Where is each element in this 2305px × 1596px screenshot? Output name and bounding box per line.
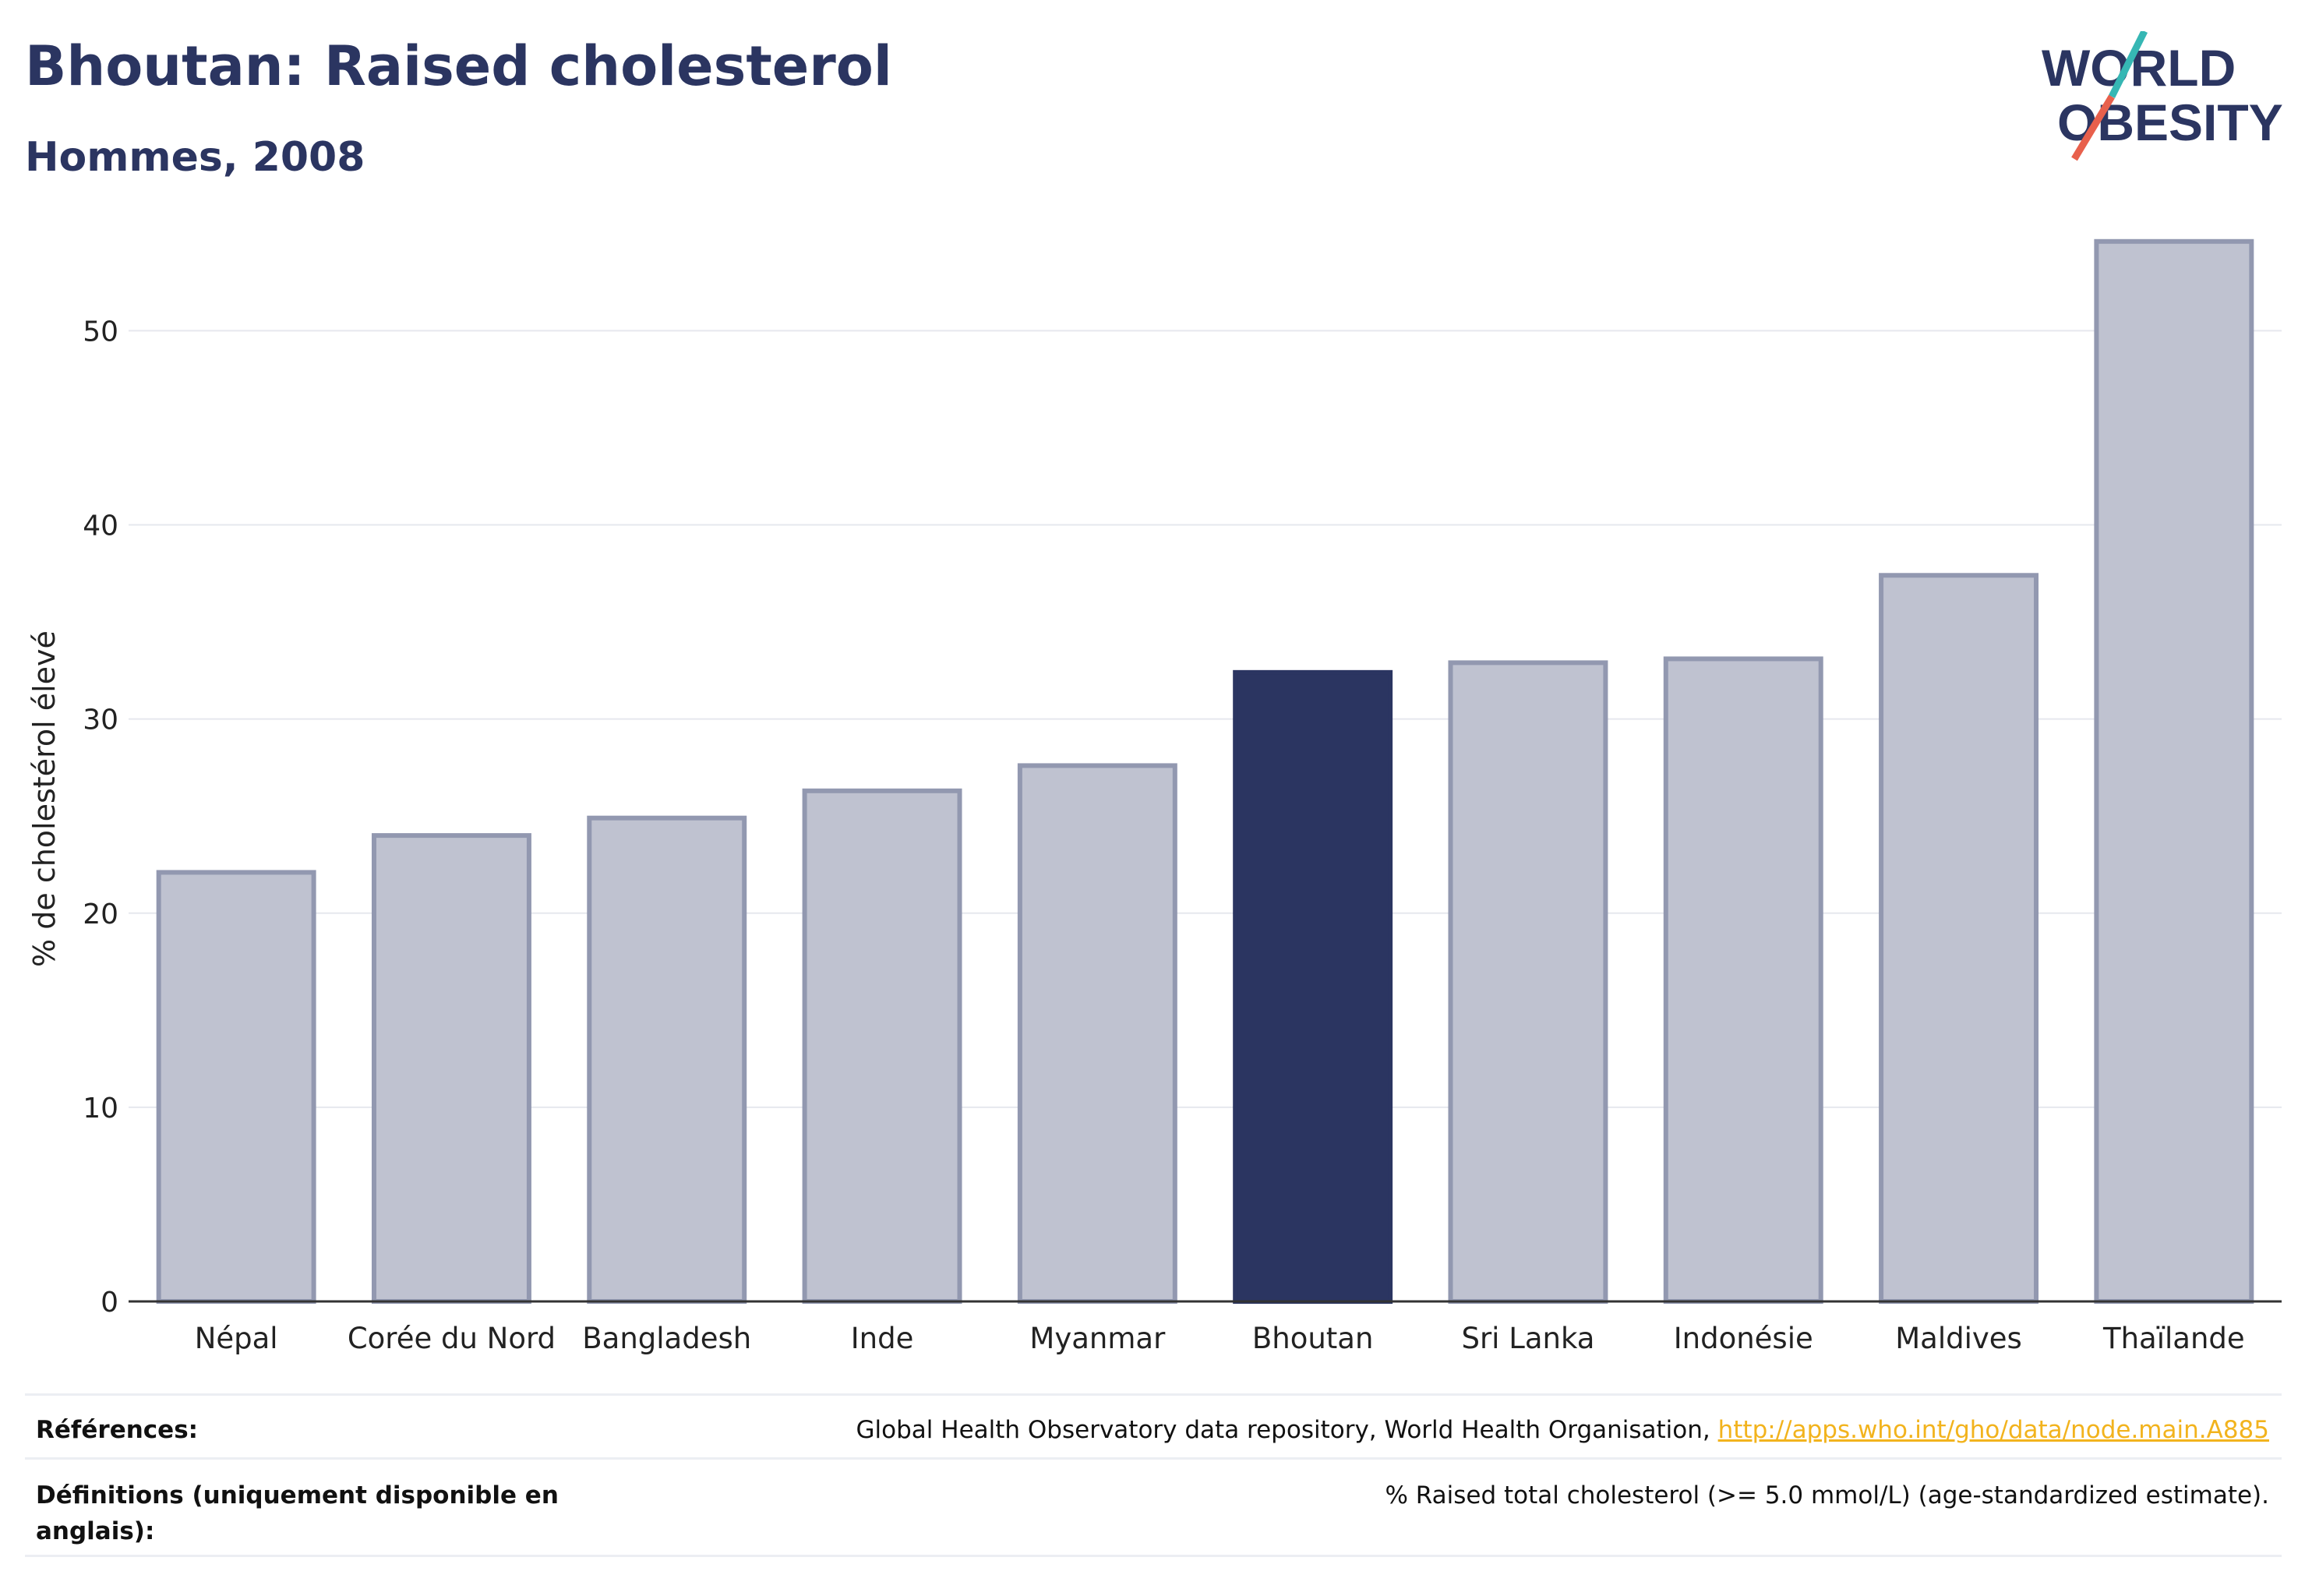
y-tick-label: 0 (101, 1287, 118, 1319)
x-tick-label: Indonésie (1674, 1322, 1813, 1355)
bar-Sri Lanka[interactable] (1448, 660, 1608, 1304)
definitions-label-line2: anglais): (36, 1517, 155, 1545)
logo-slash-teal (2108, 31, 2148, 99)
bar-Bangladesh[interactable] (587, 815, 747, 1304)
x-tick-label: Bangladesh (582, 1322, 751, 1355)
logo-slash-coral (2071, 94, 2115, 161)
bar-Indonésie[interactable] (1663, 656, 1823, 1304)
chart-subtitle: Hommes, 2008 (25, 134, 365, 181)
y-tick-label: 40 (83, 510, 118, 542)
bars (156, 238, 2254, 1305)
bar-Bhoutan[interactable] (1233, 669, 1393, 1304)
x-tick-label: Corée du Nord (348, 1322, 556, 1355)
y-tick-label: 10 (83, 1093, 118, 1125)
y-tick-label: 20 (83, 899, 118, 930)
bar-Maldives[interactable] (1879, 573, 2039, 1304)
definitions-label: Définitions (uniquement disponible en an… (36, 1478, 559, 1549)
x-tick-label: Thaïlande (2102, 1322, 2245, 1355)
x-tick-labels: Népal Corée du Nord Bangladesh Inde Myanmar B… (195, 1322, 2245, 1355)
references-label: Références: (36, 1416, 199, 1444)
bar-Corée du Nord[interactable] (371, 833, 531, 1304)
y-tick-label: 50 (83, 316, 118, 348)
bar-Népal[interactable] (156, 870, 316, 1304)
x-tick-label: Inde (851, 1322, 914, 1355)
footer-divider-middle (25, 1457, 2282, 1460)
bar-Myanmar[interactable] (1017, 763, 1177, 1304)
y-axis-label: % de cholestérol élevé (27, 630, 62, 967)
footer-divider-bottom (25, 1555, 2282, 1557)
x-tick-label: Maldives (1895, 1322, 2022, 1355)
bar-Inde[interactable] (802, 788, 962, 1304)
chart-title: Bhoutan: Raised cholesterol (25, 34, 892, 98)
x-tick-label: Myanmar (1029, 1322, 1166, 1355)
definitions-label-line1: Définitions (uniquement disponible en (36, 1481, 559, 1509)
references-link[interactable]: http://apps.who.int/gho/data/node.main.A… (1717, 1416, 2269, 1444)
x-tick-label: Bhoutan (1252, 1322, 1374, 1355)
footer-divider-top (25, 1393, 2282, 1396)
world-obesity-logo: WORLD OBESITY (2042, 31, 2283, 161)
x-tick-label: Népal (195, 1322, 278, 1355)
references-value: Global Health Observatory data repositor… (856, 1412, 2269, 1448)
x-tick-label: Sri Lanka (1461, 1322, 1594, 1355)
definitions-value: % Raised total cholesterol (>= 5.0 mmol/… (1385, 1481, 2269, 1509)
references-text: Global Health Observatory data repositor… (856, 1416, 1718, 1444)
bar-Thaïlande[interactable] (2094, 238, 2254, 1305)
bar-chart: 0 10 20 30 40 50 Népal Corée du Nord Bangladesh… (27, 238, 2282, 1355)
y-tick-label: 30 (83, 704, 118, 736)
y-tick-labels: 0 10 20 30 40 50 (83, 316, 118, 1319)
